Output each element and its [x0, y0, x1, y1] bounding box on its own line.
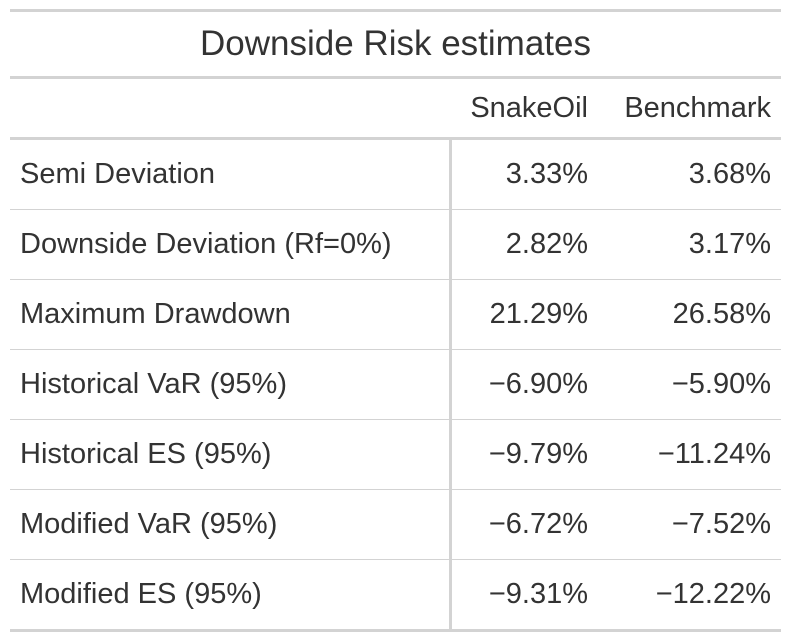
- risk-table-container: Downside Risk estimates SnakeOil Benchma…: [10, 9, 781, 632]
- cell-snakeoil: −6.72%: [450, 489, 598, 560]
- row-label: Historical ES (95%): [10, 419, 452, 490]
- cell-snakeoil: −6.90%: [450, 349, 598, 420]
- column-header-stub: [10, 79, 450, 140]
- cell-snakeoil: −9.31%: [450, 559, 598, 632]
- column-header-snakeoil: SnakeOil: [450, 79, 598, 140]
- table-row: Modified ES (95%) −9.31% −12.22%: [10, 559, 781, 632]
- table-row: Maximum Drawdown 21.29% 26.58%: [10, 279, 781, 350]
- row-label: Modified VaR (95%): [10, 489, 452, 560]
- cell-snakeoil: 21.29%: [450, 279, 598, 350]
- row-label: Downside Deviation (Rf=0%): [10, 209, 452, 280]
- row-label: Modified ES (95%): [10, 559, 452, 632]
- cell-benchmark: 26.58%: [598, 279, 781, 350]
- cell-benchmark: −5.90%: [598, 349, 781, 420]
- cell-snakeoil: −9.79%: [450, 419, 598, 490]
- table-title: Downside Risk estimates: [10, 12, 781, 79]
- cell-benchmark: −12.22%: [598, 559, 781, 632]
- table-row: Historical VaR (95%) −6.90% −5.90%: [10, 349, 781, 420]
- cell-snakeoil: 3.33%: [505, 158, 588, 190]
- cell-benchmark: 3.17%: [598, 209, 781, 280]
- table-row: Historical ES (95%) −9.79% −11.24%: [10, 419, 781, 490]
- cell-benchmark: 3.68%: [688, 158, 771, 190]
- cell-snakeoil: 2.82%: [450, 209, 598, 280]
- row-label: Maximum Drawdown: [10, 279, 452, 350]
- table-row: Semi Deviation 3.33% 3.68%: [10, 138, 781, 210]
- row-label: Semi Deviation: [10, 138, 452, 210]
- table-row: Downside Deviation (Rf=0%) 2.82% 3.17%: [10, 209, 781, 280]
- row-label: Historical VaR (95%): [10, 349, 452, 420]
- header-row: SnakeOil Benchmark: [10, 79, 781, 140]
- table-row: Modified VaR (95%) −6.72% −7.52%: [10, 489, 781, 560]
- risk-table: SnakeOil Benchmark Semi Deviation 3.33% …: [10, 79, 781, 632]
- cell-benchmark: −7.52%: [598, 489, 781, 560]
- cell-benchmark: −11.24%: [598, 419, 781, 490]
- column-header-benchmark: Benchmark: [598, 79, 781, 140]
